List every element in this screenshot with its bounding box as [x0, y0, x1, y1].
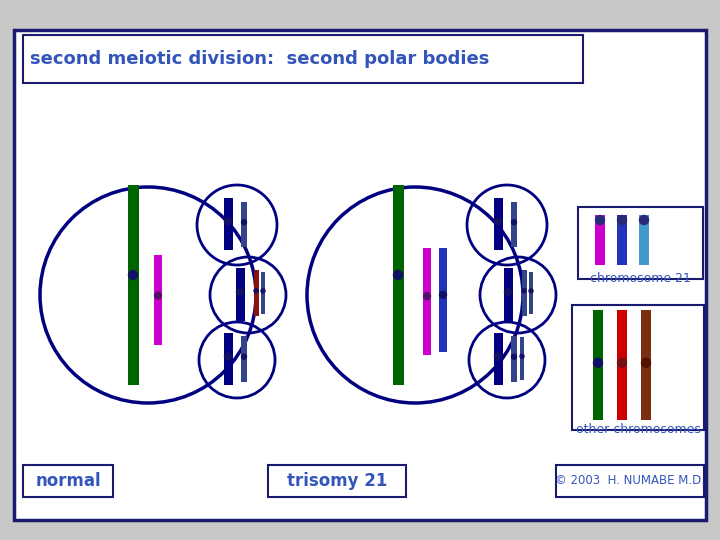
Bar — [268, 465, 406, 497]
Circle shape — [642, 359, 650, 367]
Text: other chromosomes: other chromosomes — [575, 423, 701, 436]
Bar — [511, 202, 517, 247]
Bar — [241, 336, 247, 382]
Circle shape — [522, 289, 526, 293]
Bar — [241, 202, 247, 247]
Bar — [23, 465, 113, 497]
Bar — [493, 198, 503, 250]
Bar — [572, 305, 704, 430]
Circle shape — [529, 289, 533, 293]
Bar — [154, 255, 162, 345]
Bar — [23, 35, 583, 83]
Circle shape — [505, 288, 511, 295]
Circle shape — [236, 288, 243, 295]
Circle shape — [423, 293, 431, 300]
Bar — [235, 268, 245, 321]
Bar — [493, 333, 503, 385]
Circle shape — [225, 353, 232, 360]
Text: © 2003  H. NUMABE M.D.: © 2003 H. NUMABE M.D. — [555, 475, 705, 488]
Circle shape — [618, 359, 626, 367]
Circle shape — [495, 353, 502, 360]
Circle shape — [639, 215, 649, 225]
Bar — [511, 336, 517, 382]
Bar — [261, 272, 265, 314]
Circle shape — [511, 354, 516, 359]
Bar — [641, 310, 651, 420]
Text: chromosome 21: chromosome 21 — [590, 272, 690, 285]
Circle shape — [495, 218, 502, 225]
Circle shape — [241, 220, 246, 225]
Circle shape — [155, 292, 161, 299]
Bar — [617, 215, 627, 265]
Bar — [520, 337, 524, 380]
Bar — [223, 198, 233, 250]
Text: second meiotic division:  second polar bodies: second meiotic division: second polar bo… — [30, 50, 490, 68]
Bar — [578, 207, 703, 279]
Circle shape — [394, 271, 402, 280]
Circle shape — [439, 291, 446, 298]
Bar — [529, 272, 533, 314]
Bar — [521, 270, 526, 316]
Text: normal: normal — [35, 472, 101, 490]
Circle shape — [595, 215, 605, 225]
Circle shape — [225, 218, 232, 225]
Circle shape — [241, 354, 246, 359]
Bar — [439, 248, 447, 352]
Circle shape — [261, 289, 265, 293]
Circle shape — [618, 215, 626, 225]
Bar — [392, 185, 403, 385]
Bar — [503, 268, 513, 321]
Bar — [593, 310, 603, 420]
Bar — [127, 185, 138, 385]
Circle shape — [593, 359, 603, 367]
Bar — [617, 310, 627, 420]
Circle shape — [520, 354, 524, 359]
Bar — [423, 248, 431, 355]
Bar — [253, 270, 258, 316]
Bar — [223, 333, 233, 385]
Text: trisomy 21: trisomy 21 — [287, 472, 387, 490]
Bar — [639, 215, 649, 265]
Bar — [556, 465, 704, 497]
Circle shape — [254, 289, 258, 293]
Circle shape — [128, 271, 138, 280]
Bar — [595, 215, 605, 265]
Circle shape — [511, 220, 516, 225]
